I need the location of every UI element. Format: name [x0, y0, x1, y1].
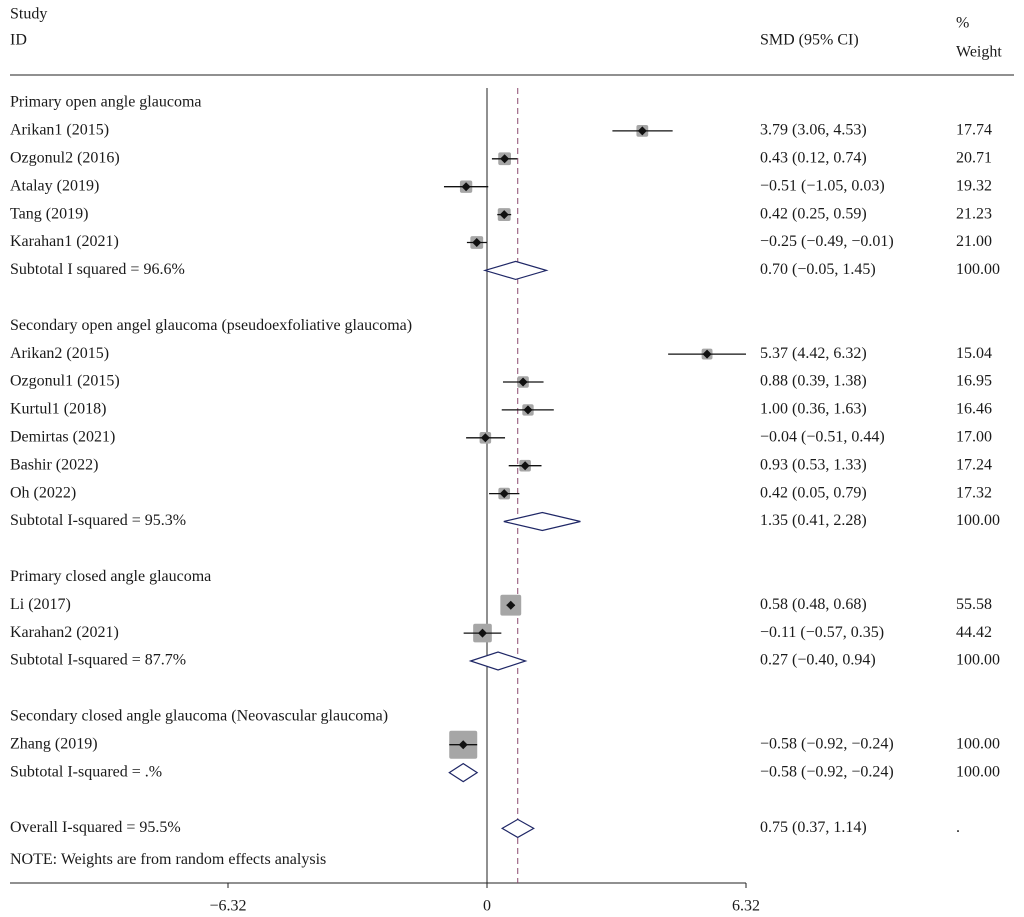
point-estimate — [499, 489, 509, 499]
weight-label: 21.23 — [956, 205, 992, 222]
pooled-diamond — [468, 651, 528, 671]
point-estimate — [500, 154, 510, 164]
effect-label: 0.42 (0.25, 0.59) — [760, 205, 867, 222]
row-label: Primary open angle glaucoma — [10, 94, 202, 111]
weight-label: 19.32 — [956, 177, 992, 194]
weight-label: . — [956, 819, 960, 836]
header-study: Study — [10, 6, 47, 23]
row-label: Secondary open angel glaucoma (pseudoexf… — [10, 317, 412, 334]
row-label: Kurtul1 (2018) — [10, 401, 106, 418]
point-estimate — [461, 182, 471, 192]
row-label: Bashir (2022) — [10, 456, 98, 473]
header-effect: SMD (95% CI) — [760, 32, 859, 49]
weight-label: 100.00 — [956, 763, 1000, 780]
effect-label: −0.04 (−0.51, 0.44) — [760, 428, 885, 445]
effect-label: 0.27 (−0.40, 0.94) — [760, 652, 876, 669]
row-label: Zhang (2019) — [10, 735, 98, 752]
weight-label: 16.46 — [956, 401, 992, 418]
effect-label: 1.35 (0.41, 2.28) — [760, 512, 867, 529]
point-estimate — [480, 433, 490, 443]
row-label: Atalay (2019) — [10, 177, 99, 194]
effect-label: 1.00 (0.36, 1.63) — [760, 401, 867, 418]
pooled-diamond — [482, 260, 549, 281]
header-pct: % — [956, 15, 969, 32]
weight-label: 100.00 — [956, 652, 1000, 669]
point-estimate — [637, 126, 647, 136]
effect-label: −0.25 (−0.49, −0.01) — [760, 233, 894, 250]
point-estimate — [518, 377, 528, 387]
note: NOTE: Weights are from random effects an… — [10, 851, 326, 868]
weight-label: 15.04 — [956, 345, 992, 362]
effect-label: −0.11 (−0.57, 0.35) — [760, 624, 884, 641]
weight-label: 21.00 — [956, 233, 992, 250]
weight-label: 100.00 — [956, 261, 1000, 278]
point-estimate — [520, 461, 530, 471]
row-label: Ozgonul2 (2016) — [10, 149, 120, 166]
weight-label: 100.00 — [956, 512, 1000, 529]
effect-label: 0.42 (0.05, 0.79) — [760, 484, 867, 501]
row-label: Arikan2 (2015) — [10, 345, 109, 362]
row-label: Oh (2022) — [10, 484, 76, 501]
weight-label: 44.42 — [956, 624, 992, 641]
effect-label: 0.58 (0.48, 0.68) — [760, 596, 867, 613]
effect-label: 0.70 (−0.05, 1.45) — [760, 261, 876, 278]
point-estimate — [702, 349, 712, 359]
weight-label: 16.95 — [956, 373, 992, 390]
row-label: Demirtas (2021) — [10, 428, 115, 445]
pooled-diamond — [503, 511, 581, 532]
point-estimate — [499, 210, 509, 220]
effect-label: 0.88 (0.39, 1.38) — [760, 373, 867, 390]
row-label: Overall I-squared = 95.5% — [10, 819, 181, 836]
row-label: Arikan1 (2015) — [10, 122, 109, 139]
x-tick-label: 0 — [483, 898, 491, 915]
row-label: Karahan1 (2021) — [10, 233, 119, 250]
x-tick-label: 6.32 — [732, 898, 760, 915]
row-label: Ozgonul1 (2015) — [10, 373, 120, 390]
weight-label: 17.24 — [956, 456, 992, 473]
effect-label: 0.43 (0.12, 0.74) — [760, 149, 867, 166]
row-label: Subtotal I-squared = 87.7% — [10, 652, 186, 669]
effect-label: −0.58 (−0.92, −0.24) — [760, 735, 894, 752]
effect-label: 0.93 (0.53, 1.33) — [760, 456, 867, 473]
row-label: Karahan2 (2021) — [10, 624, 119, 641]
point-estimate — [523, 405, 533, 415]
effect-label: 0.75 (0.37, 1.14) — [760, 819, 867, 836]
point-estimate — [477, 628, 487, 638]
weight-label: 55.58 — [956, 596, 992, 613]
header-weight: Weight — [956, 44, 1002, 61]
row-label: Subtotal I squared = 96.6% — [10, 261, 185, 278]
weight-label: 17.74 — [956, 122, 992, 139]
row-label: Primary closed angle glaucoma — [10, 568, 211, 585]
pooled-diamond — [448, 762, 479, 783]
row-label: Subtotal I-squared = .% — [10, 763, 162, 780]
weight-label: 20.71 — [956, 149, 992, 166]
row-label: Subtotal I-squared = 95.3% — [10, 512, 186, 529]
pooled-diamond — [500, 818, 535, 839]
effect-label: −0.58 (−0.92, −0.24) — [760, 763, 894, 780]
point-estimate — [458, 740, 468, 750]
row-label: Li (2017) — [10, 596, 71, 613]
x-tick-label: −6.32 — [209, 898, 246, 915]
point-estimate — [506, 600, 516, 610]
row-label: Tang (2019) — [10, 205, 88, 222]
weight-label: 17.32 — [956, 484, 992, 501]
effect-label: 5.37 (4.42, 6.32) — [760, 345, 867, 362]
effect-label: 3.79 (3.06, 4.53) — [760, 122, 867, 139]
weight-label: 17.00 — [956, 428, 992, 445]
weight-label: 100.00 — [956, 735, 1000, 752]
row-label: Secondary closed angle glaucoma (Neovasc… — [10, 707, 388, 724]
point-estimate — [472, 238, 482, 247]
header-id: ID — [10, 32, 27, 49]
effect-label: −0.51 (−1.05, 0.03) — [760, 177, 885, 194]
